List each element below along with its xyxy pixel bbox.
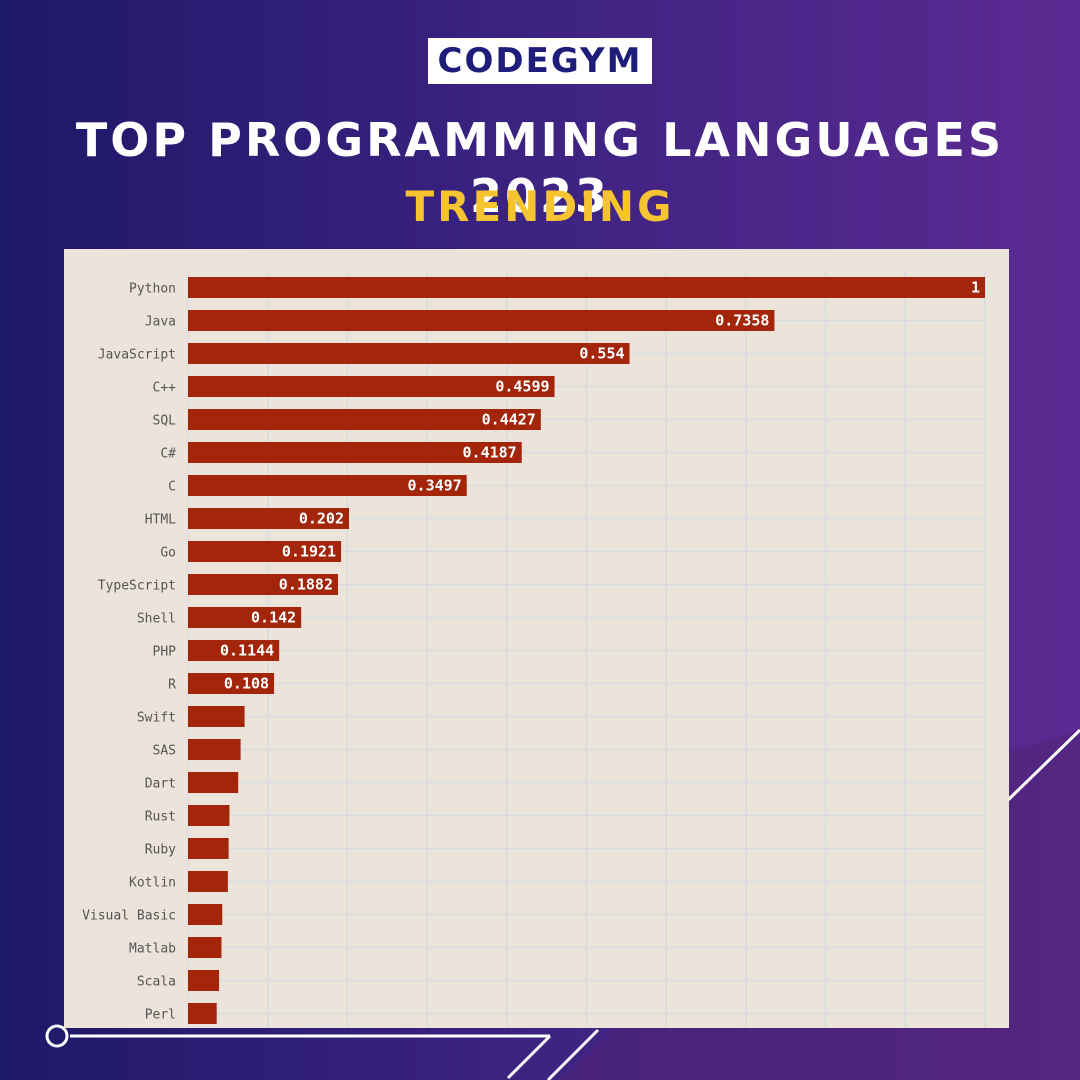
category-label: Matlab: [129, 942, 176, 957]
category-label: PHP: [153, 645, 177, 660]
bar: [188, 1003, 217, 1024]
decorative-line: [546, 1028, 600, 1080]
category-label: Visual Basic: [82, 909, 176, 924]
category-label: Ruby: [145, 843, 176, 858]
category-label: SQL: [153, 414, 177, 429]
decorative-circle: [45, 1024, 69, 1048]
data-label: 0.202: [299, 510, 344, 528]
bar-chart: Python 1 Java 0.7358 JavaScript 0.554 C++ 0.459…: [82, 271, 986, 1028]
data-label: 1: [971, 279, 980, 297]
page-title: TOP PROGRAMMING LANGUAGES 2023: [75, 113, 1005, 223]
bar: [188, 904, 223, 925]
data-label: 0.4599: [495, 378, 549, 396]
bar: [188, 310, 775, 331]
category-label: C#: [160, 447, 176, 462]
category-label: Shell: [137, 612, 176, 627]
data-label: 0.108: [224, 675, 269, 693]
bar: [188, 805, 230, 826]
bar: [188, 442, 522, 463]
category-label: SAS: [153, 744, 176, 759]
bar: [188, 343, 630, 364]
category-label: Perl: [145, 1008, 176, 1023]
bar: [188, 871, 228, 892]
category-label: Scala: [137, 975, 176, 990]
bar: [188, 541, 342, 562]
category-label: Rust: [145, 810, 176, 825]
bar: [188, 277, 985, 298]
bar: [188, 508, 349, 529]
category-label: HTML: [145, 513, 176, 528]
data-label: 0.1921: [282, 543, 336, 561]
bar: [188, 970, 220, 991]
bar: [188, 607, 302, 628]
category-label: Java: [145, 315, 176, 330]
decorative-line: [1006, 728, 1080, 802]
category-label: Kotlin: [129, 876, 176, 891]
decorative-line: [506, 1034, 552, 1080]
bar: [188, 772, 239, 793]
bar: [188, 640, 280, 661]
bar: [188, 706, 245, 727]
data-label: 0.142: [251, 609, 296, 627]
category-label: Dart: [145, 777, 176, 792]
data-label: 0.3497: [408, 477, 462, 495]
page-subtitle: TRENDING: [405, 182, 675, 231]
bar: [188, 937, 222, 958]
bar: [188, 475, 467, 496]
category-label: C++: [153, 381, 177, 396]
data-label: 0.1144: [220, 642, 274, 660]
data-label: 0.1882: [279, 576, 333, 594]
data-label: 0.4187: [463, 444, 517, 462]
data-label: 0.554: [579, 345, 624, 363]
logo: CODEGYM: [428, 38, 652, 84]
category-label: Swift: [137, 711, 176, 726]
bar: [188, 739, 241, 760]
category-label: Python: [129, 282, 176, 297]
data-label: 0.7358: [715, 312, 769, 330]
bar: [188, 673, 275, 694]
chart-panel: Python 1 Java 0.7358 JavaScript 0.554 C++ 0.459…: [64, 249, 1009, 1028]
category-label: R: [168, 678, 176, 693]
category-label: JavaScript: [98, 348, 176, 363]
category-label: TypeScript: [98, 579, 176, 594]
category-label: Go: [160, 546, 176, 561]
logo-text: CODEGYM: [437, 41, 643, 81]
bar: [188, 409, 541, 430]
bar: [188, 376, 555, 397]
data-label: 0.4427: [482, 411, 536, 429]
bar: [188, 838, 229, 859]
bar: [188, 574, 338, 595]
category-label: C: [168, 480, 176, 495]
